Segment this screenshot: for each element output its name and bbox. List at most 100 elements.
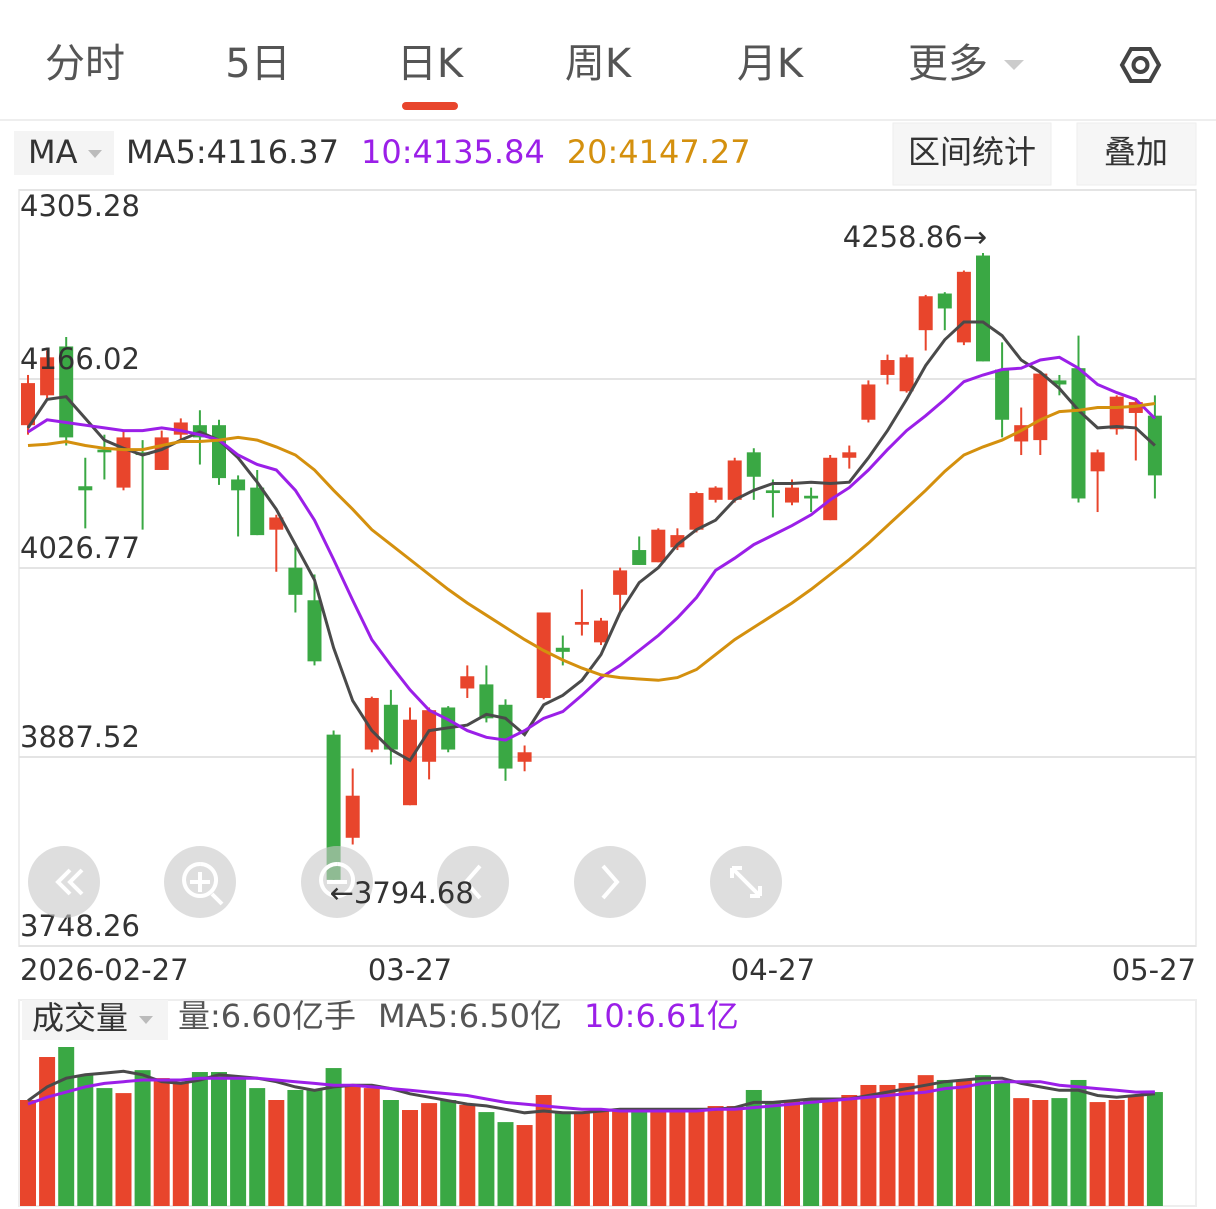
icon <box>730 866 762 898</box>
volume-bar <box>134 1070 151 1206</box>
volume-bar <box>822 1098 839 1206</box>
volume-bar <box>573 1112 590 1206</box>
volume-bar <box>402 1110 418 1206</box>
candle-body <box>708 487 723 500</box>
volume-bar <box>382 1100 399 1206</box>
volume-bar <box>612 1110 629 1206</box>
candle-body <box>613 570 628 595</box>
candle-body <box>880 360 895 375</box>
volume-bar <box>249 1088 266 1206</box>
volume-selector[interactable]: 成交量 <box>32 999 128 1037</box>
candle-body <box>479 684 494 719</box>
y-tick-label: 3748.26 <box>20 909 140 943</box>
button-box[interactable] <box>892 122 1052 186</box>
candle-body <box>383 704 398 750</box>
candle-body <box>804 495 819 499</box>
dropdown-caret <box>88 150 102 158</box>
ma-legend-item: 10:4135.84 <box>361 133 545 171</box>
volume-legend-item: 量:6.60亿手 <box>178 997 356 1035</box>
volume-bar <box>1108 1100 1125 1206</box>
candle-body <box>1033 373 1048 441</box>
icon <box>182 862 224 906</box>
low-annotation: ←3794.68 <box>330 876 474 910</box>
next-button[interactable] <box>574 846 646 918</box>
volume-bar <box>20 1100 36 1206</box>
candle-body <box>269 517 284 530</box>
volume-bar <box>917 1075 934 1206</box>
candle-body <box>422 710 437 762</box>
volume-bar <box>1089 1102 1106 1206</box>
candle-body <box>956 271 971 343</box>
candle-body <box>536 612 551 698</box>
previous-button[interactable] <box>437 846 509 918</box>
candle-body <box>288 567 303 595</box>
candle-body <box>250 487 265 536</box>
candle-body <box>727 460 742 500</box>
volume-bar <box>879 1084 896 1206</box>
volume-bar <box>1127 1094 1144 1206</box>
volume-ma-line <box>27 1069 1156 1115</box>
volume-bar <box>688 1108 705 1206</box>
candle-body <box>594 620 608 643</box>
volume-bar <box>955 1079 972 1206</box>
tab[interactable]: 5日 <box>225 41 290 87</box>
volume-bar <box>1013 1098 1030 1206</box>
candle-body <box>689 493 704 530</box>
volume-bar <box>936 1079 953 1206</box>
candle-body <box>231 479 246 491</box>
volume-bar <box>77 1075 94 1206</box>
active-tab-indicator <box>402 102 458 110</box>
x-tick-label: 04-27 <box>731 953 815 987</box>
candle-body <box>670 535 685 548</box>
tab[interactable]: 周K <box>565 41 633 87</box>
volume-bar <box>58 1047 75 1206</box>
price-plot: 4305.28 4166.02 4026.77 3887.52 3748.26 <box>19 189 1196 947</box>
tab[interactable]: 分时 <box>45 41 125 87</box>
volume-bar <box>191 1072 208 1206</box>
volume-legend-item: 10:6.61亿 <box>584 997 739 1035</box>
volume-plot <box>20 1047 1163 1206</box>
volume-legend-item: MA5:6.50亿 <box>378 997 562 1035</box>
volume-bar <box>975 1075 991 1206</box>
tab[interactable]: 月K <box>737 41 805 87</box>
x-tick-label: 03-27 <box>368 953 452 987</box>
volume-bar <box>593 1110 609 1206</box>
volume-ma-line <box>27 1076 1155 1113</box>
ma-legend-item: 20:4147.27 <box>567 133 751 171</box>
candle-body <box>976 255 990 362</box>
volume-bar <box>306 1089 323 1206</box>
button-box[interactable] <box>1076 122 1197 186</box>
settings-icon[interactable] <box>1119 47 1162 83</box>
volume-bar <box>631 1110 648 1206</box>
y-tick-label: 3887.52 <box>20 720 140 754</box>
candle-body <box>1109 396 1124 430</box>
candle-body <box>1090 452 1105 472</box>
volume-bar <box>153 1078 170 1206</box>
scroll-left-button[interactable] <box>28 846 100 918</box>
dropdown-caret <box>1004 60 1024 70</box>
ma-selector[interactable]: MA <box>28 133 78 171</box>
button[interactable]: 区间统计 <box>908 133 1036 171</box>
candle-body <box>746 452 761 477</box>
candle-body <box>918 296 933 331</box>
candle-body <box>995 369 1010 420</box>
candle-body <box>364 697 379 750</box>
chart-controls <box>28 846 782 918</box>
volume-bar <box>115 1093 132 1206</box>
tab[interactable]: 更多 <box>908 41 988 87</box>
button[interactable]: 叠加 <box>1104 133 1168 171</box>
volume-bar <box>707 1106 724 1206</box>
ma-legend: MA5:4116.37 10:4135.84 20:4147.27 <box>126 133 751 171</box>
icon <box>55 868 84 896</box>
tab[interactable]: 日K <box>397 41 465 87</box>
candle-body <box>842 452 857 458</box>
icon <box>463 864 482 900</box>
candle-body <box>1052 380 1067 385</box>
volume-bar <box>745 1089 762 1206</box>
candle-body <box>785 487 799 503</box>
tab-bar: 分时 5日 日K 周K 月K 更多 <box>45 41 1024 110</box>
candle-body <box>78 486 93 491</box>
volume-bar <box>1051 1098 1068 1206</box>
candle-body <box>403 719 417 806</box>
candle-body <box>326 734 341 880</box>
